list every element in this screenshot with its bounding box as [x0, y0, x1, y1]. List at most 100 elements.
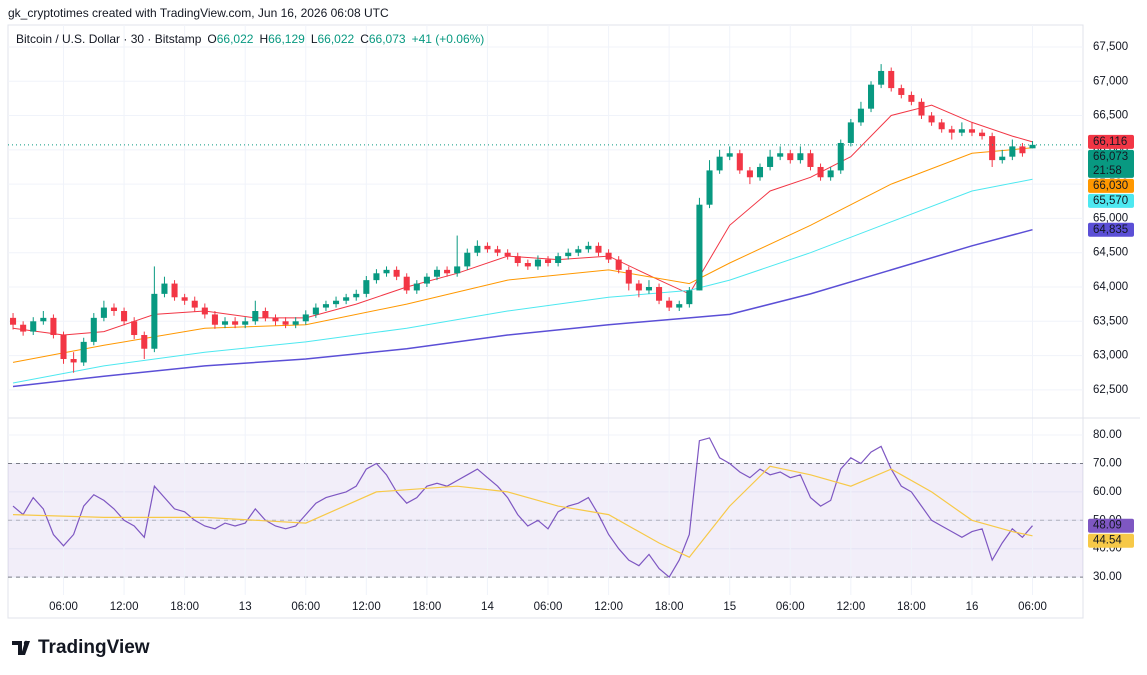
candle-body	[666, 300, 673, 308]
candle-body	[928, 115, 935, 123]
y-tick-label: 64,000	[1093, 281, 1128, 293]
candle-body	[80, 341, 87, 363]
grid-layer	[8, 25, 1083, 595]
price-tag-label: 64,835	[1093, 224, 1128, 236]
candle-body	[454, 266, 461, 274]
candle-body	[575, 249, 582, 253]
ohlc-value: 66,129	[268, 32, 305, 46]
price-tag	[1088, 518, 1134, 533]
candle-body	[181, 297, 188, 301]
candle-body	[777, 153, 784, 157]
price-tag-label: 65,570	[1093, 195, 1128, 207]
moving-average	[12, 147, 1033, 363]
candle-body	[494, 249, 501, 253]
candle-body	[645, 287, 652, 291]
credit: gk_cryptotimes created with TradingView.…	[8, 6, 389, 20]
price-tag-label: 66,073	[1093, 151, 1128, 163]
candle-body	[221, 321, 229, 325]
candle-body	[605, 252, 612, 260]
price-tag	[1088, 533, 1134, 548]
candle-body	[595, 245, 602, 253]
candle-body	[938, 122, 945, 130]
price-tag	[1088, 178, 1134, 193]
y-tick-label: 30.00	[1093, 571, 1122, 583]
candle-body	[110, 307, 118, 312]
candle-body	[191, 300, 198, 308]
x-tick-label: 13	[239, 601, 252, 613]
candle-body	[333, 300, 340, 305]
candle-body	[857, 108, 864, 123]
candle-body	[968, 129, 975, 133]
ohlc-key: C	[360, 32, 369, 46]
candle-body	[363, 280, 370, 294]
price-tag	[1088, 222, 1134, 237]
candle-body	[958, 129, 965, 133]
x-tick-label: 14	[481, 601, 494, 613]
candle-body	[656, 287, 663, 301]
price-tag-label: 66,116	[1093, 136, 1127, 148]
candle-body	[444, 269, 451, 274]
candle-body	[1019, 146, 1026, 154]
price-tag-label: 44.54	[1093, 535, 1122, 547]
candle-body	[201, 307, 208, 315]
candle-body	[282, 321, 289, 325]
candle-body	[474, 245, 481, 253]
y-tick-label: 65,000	[1093, 212, 1128, 224]
mark-layer	[8, 64, 1083, 579]
x-tick-label: 06:00	[1018, 601, 1047, 613]
ohlc: O66,022 H66,129 L66,022 C66,073	[207, 32, 406, 46]
candle-body	[898, 88, 905, 95]
candle-body	[423, 276, 430, 284]
candle-body	[534, 259, 541, 267]
candle-body	[70, 359, 77, 363]
y-tick-label: 67,500	[1093, 41, 1128, 53]
moving-average	[12, 178, 1033, 384]
price-tag-label: 48.09	[1093, 520, 1122, 532]
candle-body	[403, 276, 410, 291]
x-tick-label: 12:00	[836, 601, 865, 613]
candle-body	[484, 245, 491, 250]
candle-body	[726, 153, 733, 157]
y-tick-label: 67,000	[1093, 75, 1128, 87]
price-tag	[1088, 149, 1134, 178]
candle-body	[807, 153, 814, 167]
candle-body	[767, 156, 774, 167]
candle-body	[989, 136, 996, 161]
y-tick-label: 62,500	[1093, 384, 1128, 396]
x-tick-label: 12:00	[110, 601, 139, 613]
candle-body	[252, 311, 259, 322]
candle-body	[353, 293, 360, 298]
candle-body	[524, 262, 531, 267]
candle-body	[373, 273, 380, 281]
candle-body	[10, 317, 17, 325]
candle-body	[393, 269, 400, 277]
candle-body	[1029, 144, 1036, 149]
candle-body	[615, 259, 622, 270]
candle-body	[565, 252, 572, 257]
change: +41 (+0.06%)	[412, 32, 485, 46]
moving-average	[12, 228, 1033, 388]
candle-body	[272, 317, 279, 322]
candle-body	[948, 129, 955, 133]
x-tick-label: 16	[966, 601, 979, 613]
candle-body	[211, 314, 218, 325]
candle-body	[555, 256, 562, 263]
symbol: Bitcoin / U.S. Dollar · 30 · Bitstamp	[16, 32, 202, 46]
y-tick-label: 80.00	[1093, 429, 1122, 441]
x-tick-label: 18:00	[897, 601, 926, 613]
rsi-line	[12, 437, 1033, 579]
candle-body	[999, 156, 1006, 161]
candle-body	[262, 311, 269, 318]
candle-body	[302, 314, 309, 322]
y-tick-label: 70.00	[1093, 457, 1122, 469]
x-tick-label: 06:00	[291, 601, 320, 613]
x-tick-label: 06:00	[776, 601, 805, 613]
x-tick-label: 12:00	[352, 601, 381, 613]
candle-body	[706, 170, 713, 205]
candle-body	[50, 317, 57, 336]
candle-body	[121, 311, 128, 322]
candle-body	[151, 293, 158, 349]
x-tick-label: 18:00	[655, 601, 684, 613]
ohlc-key: H	[259, 32, 268, 46]
